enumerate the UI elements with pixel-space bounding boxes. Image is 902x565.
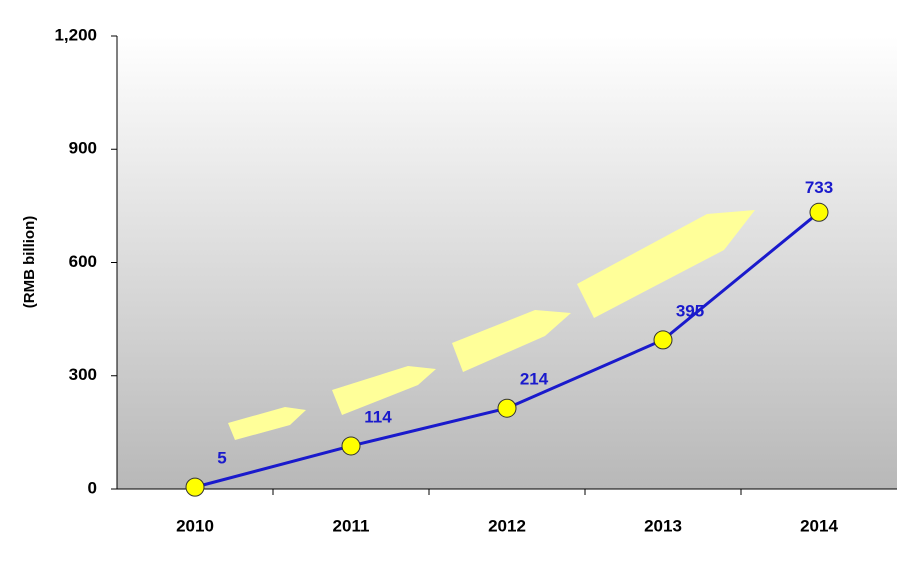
x-tick-label: 2013 bbox=[644, 516, 682, 535]
data-label: 114 bbox=[364, 407, 392, 426]
y-tick-label: 1,200 bbox=[54, 25, 97, 44]
data-label: 733 bbox=[805, 178, 833, 197]
arrow bbox=[332, 366, 436, 415]
y-axis-label: (RMB billion) bbox=[21, 216, 38, 308]
data-label: 395 bbox=[676, 301, 704, 320]
data-point bbox=[185, 477, 205, 497]
arrow bbox=[452, 310, 571, 372]
data-point bbox=[809, 202, 829, 222]
x-tick-label: 2012 bbox=[488, 516, 526, 535]
y-tick-label: 900 bbox=[69, 139, 97, 158]
data-point bbox=[653, 330, 673, 350]
data-label: 5 bbox=[217, 449, 226, 468]
x-tick-label: 2014 bbox=[800, 516, 838, 535]
data-point bbox=[341, 436, 361, 456]
y-tick-label: 0 bbox=[88, 478, 97, 497]
decorative-arrows bbox=[228, 210, 755, 440]
arrow bbox=[577, 210, 755, 318]
data-label: 214 bbox=[520, 370, 549, 389]
y-tick-label: 300 bbox=[69, 365, 97, 384]
x-tick-label: 2011 bbox=[333, 516, 370, 535]
x-tick-label: 2010 bbox=[176, 516, 214, 535]
data-point bbox=[497, 398, 517, 418]
y-tick-label: 600 bbox=[69, 252, 97, 271]
arrow bbox=[228, 407, 306, 440]
plot-area bbox=[117, 36, 897, 489]
